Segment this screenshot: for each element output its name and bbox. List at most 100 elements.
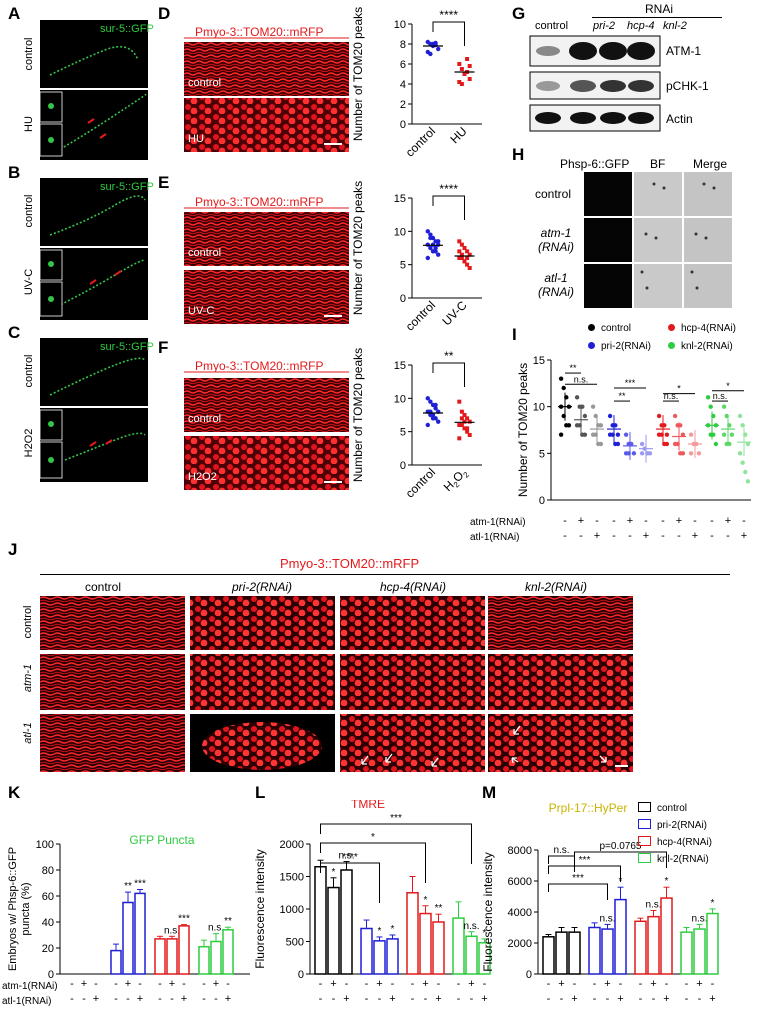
image-label-f-h2o2: H2O2: [188, 471, 217, 483]
panel-label-m: M: [482, 783, 497, 802]
bar-annotation: n.s.: [463, 921, 479, 932]
data-point-control: [425, 396, 430, 401]
data-point-control: [558, 376, 564, 381]
atl1-mark: -: [424, 993, 428, 1005]
bar-annotation: n.s.: [208, 923, 224, 934]
h-col-merge: Merge: [693, 157, 728, 171]
atl1-mark: -: [685, 993, 689, 1005]
y-axis-label: Fluorescence intensity: [253, 849, 267, 968]
data-point-UV-C: [457, 256, 462, 260]
atm1-mark: -: [345, 978, 349, 990]
significance-label: n.s.: [553, 845, 569, 856]
data-point-pri-2(RNAi): [615, 441, 621, 447]
chart-title: GFP Puncta: [129, 833, 194, 847]
bar-knl-2(RNAi): [680, 931, 693, 975]
bar-annotation: ***: [178, 914, 190, 925]
data-point-UV-C: [465, 256, 470, 260]
atl1-mark: -: [652, 993, 656, 1005]
x-tick-label: HU: [447, 124, 469, 146]
panel-label-j: J: [8, 540, 18, 559]
bar-annotation: n.s.: [645, 899, 661, 910]
atm1-mark: -: [483, 978, 487, 990]
data-point-control: [436, 239, 441, 244]
atl1-mark: -: [170, 993, 174, 1005]
y-tick-label: 1500: [280, 872, 304, 884]
y-tick-label: 0: [539, 495, 545, 507]
western-lane-hcp4: hcp-4: [627, 20, 655, 32]
atm1-mark: +: [725, 515, 731, 527]
bar-pri-2(RNAi): [134, 892, 146, 975]
image-label-e-uvc: UV-C: [188, 305, 215, 317]
data-point-knl-2(RNAi): [721, 432, 727, 437]
significance-label: ****: [439, 182, 458, 196]
row-label-c-h2o2: H2O2: [23, 428, 35, 458]
atl1-mark: +: [594, 530, 600, 542]
legend-i-control: control: [588, 318, 698, 336]
western-rnai-label: RNAi: [645, 2, 674, 16]
row-label-b-uvc: UV-C: [23, 268, 35, 296]
data-point-HU: [457, 62, 462, 66]
atm1-mark: +: [169, 978, 175, 990]
significance-bracket: [548, 883, 608, 900]
y-tick-label: 60: [42, 891, 54, 903]
atm1-mark: -: [202, 978, 206, 990]
significance-label: ****: [439, 8, 458, 22]
significance-label: p=0.0765: [600, 841, 642, 852]
data-point-pri-2(RNAi): [639, 451, 645, 456]
atm1-mark: -: [437, 978, 441, 990]
data-point-H2O2: [465, 429, 470, 434]
bar-pri-2(RNAi): [601, 928, 614, 975]
y-axis-label: Number of TOM20 peaks: [351, 348, 365, 482]
band-atm1: ATM-1: [666, 44, 702, 58]
atl1-mark: +: [389, 993, 395, 1005]
bar-hcp-4(RNAi): [166, 938, 178, 975]
data-point-UV-C: [467, 252, 472, 257]
bar-knl-2(RNAi): [198, 945, 210, 975]
bar-pri-2(RNAi): [386, 938, 399, 975]
data-point-control: [433, 249, 438, 254]
western-rnai-line: [592, 17, 722, 18]
significance-label: ***: [572, 873, 584, 884]
data-point-H2O2: [459, 423, 464, 427]
atl1-mark: +: [181, 993, 187, 1005]
atm1-mark: -: [595, 515, 599, 527]
y-tick-label: 2: [400, 99, 406, 111]
bar-annotation: *: [665, 876, 669, 887]
panel-label-i: I: [512, 325, 517, 344]
atm1-mark: -: [711, 978, 715, 990]
significance-bracket: [320, 862, 380, 903]
data-point-UV-C: [465, 262, 470, 267]
reporter-label-e: Pmyo-3::TOM20::mRFP: [195, 195, 324, 209]
y-axis-label: Fluorescence intensity: [481, 852, 495, 971]
data-point-H2O2: [467, 419, 472, 424]
atl1-mark: -: [158, 993, 162, 1005]
band-pchk1: pCHK-1: [666, 79, 709, 93]
atm1-mark: +: [81, 978, 87, 990]
data-point-control: [428, 245, 433, 251]
data-point-knl-2(RNAi): [705, 395, 711, 400]
data-point-H2O2: [462, 419, 467, 424]
data-point-control: [558, 432, 564, 437]
western-blot: [529, 35, 661, 132]
bar-annotation: *: [711, 898, 715, 909]
y-tick-label: 15: [533, 355, 545, 367]
atm1-mark: -: [391, 978, 395, 990]
data-point-control: [425, 422, 430, 428]
data-point-control: [433, 406, 438, 411]
atl1-mark: +: [643, 530, 649, 542]
x-tick-label: control: [403, 298, 438, 333]
image-label-e-control: control: [188, 247, 222, 259]
data-point-control: [598, 441, 604, 447]
atm1-mark: +: [422, 978, 428, 990]
y-tick-label: 100: [36, 839, 54, 851]
atm1-mark: -: [644, 515, 648, 527]
atm1-mark: -: [619, 978, 623, 990]
atl1-mark: +: [137, 993, 143, 1005]
i-row-atm1: atm-1(RNAi): [470, 517, 526, 528]
significance-bracket: [320, 842, 426, 883]
legend-i-pri2: pri-2(RNAi): [588, 336, 698, 354]
atm1-mark: -: [365, 978, 369, 990]
atm1-mark: +: [330, 978, 336, 990]
data-point-hcp-4(RNAi): [696, 451, 702, 456]
